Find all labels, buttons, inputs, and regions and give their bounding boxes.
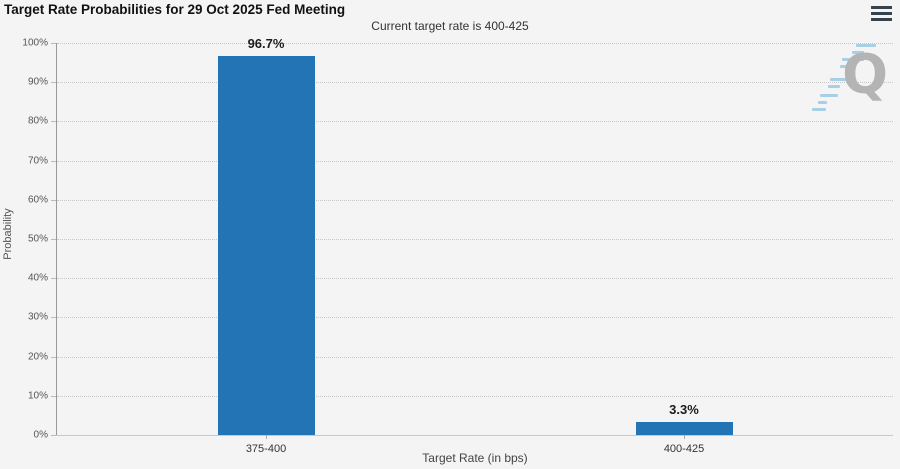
bar-value-label: 3.3%	[669, 402, 699, 418]
y-tick-label: 100%	[22, 37, 48, 49]
y-tick	[51, 43, 56, 44]
y-tick-label: 90%	[27, 76, 48, 88]
x-axis-title: Target Rate (in bps)	[422, 451, 528, 465]
y-axis-line	[56, 43, 57, 435]
gridline-80%	[57, 121, 893, 123]
y-tick	[51, 395, 56, 397]
gridline-90%	[57, 82, 893, 84]
y-tick-label: 20%	[27, 351, 48, 363]
y-tick	[51, 160, 56, 162]
x-tick	[684, 435, 685, 439]
chart-title: Target Rate Probabilities for 29 Oct 202…	[4, 2, 346, 17]
y-tick-label: 60%	[27, 194, 48, 206]
y-tick-label: 80%	[27, 115, 48, 127]
y-tick-label: 40%	[27, 272, 48, 284]
y-tick	[51, 356, 56, 358]
y-tick	[51, 278, 56, 280]
x-category-label: 400-425	[663, 443, 705, 455]
y-tick	[51, 82, 56, 84]
y-tick-label: 30%	[27, 311, 48, 323]
y-tick	[51, 317, 56, 319]
y-axis-title: Probability	[2, 208, 14, 260]
hamburger-bar	[870, 6, 892, 10]
gridline-20%	[57, 356, 893, 358]
y-tick	[51, 199, 56, 201]
chart-subtitle: Current target rate is 400-425	[371, 19, 529, 33]
y-tick-label: 10%	[27, 390, 48, 402]
y-tick	[51, 239, 56, 240]
gridline-60%	[57, 199, 893, 201]
hamburger-bar	[870, 17, 892, 21]
bar-value-label: 96.7%	[247, 35, 285, 51]
gridline-10%	[57, 395, 893, 397]
y-tick	[51, 435, 56, 436]
bar-400-425[interactable]	[635, 422, 733, 435]
gridline-100%	[57, 43, 893, 44]
gridline-40%	[57, 278, 893, 280]
gridline-30%	[57, 317, 893, 319]
gridline-0%	[57, 435, 893, 436]
x-category-label: 375-400	[245, 443, 287, 455]
hamburger-bar	[870, 11, 892, 16]
y-tick	[51, 121, 56, 123]
gridline-50%	[57, 239, 893, 240]
hamburger-menu-icon[interactable]	[869, 4, 893, 23]
x-tick	[266, 435, 267, 439]
y-tick-label: 50%	[27, 233, 48, 245]
gridline-70%	[57, 160, 893, 162]
y-tick-label: 70%	[27, 155, 48, 167]
bar-375-400[interactable]	[217, 55, 315, 435]
plot-area: 0% 10% 20% 30% 40% 50% 60% 70% 80% 90% 100% 96.7% 37…	[22, 36, 893, 455]
y-tick-label: 0%	[33, 429, 48, 441]
